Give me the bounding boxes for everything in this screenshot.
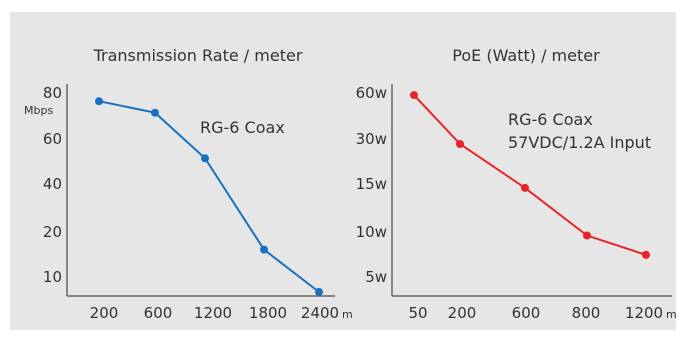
x-tick-label: 50: [408, 304, 427, 322]
x-tick-label: 2400: [301, 304, 339, 322]
data-point: [151, 108, 159, 117]
data-point: [410, 91, 418, 100]
annotation: RG-6 Coax: [200, 118, 285, 137]
data-point: [583, 231, 591, 240]
series-marks: [95, 97, 323, 296]
chart-background: [10, 12, 676, 330]
data-point: [260, 245, 268, 254]
y-tick-label: 15w: [356, 175, 387, 193]
data-point: [201, 154, 209, 163]
data-point: [95, 97, 103, 106]
y-tick-label: 60: [43, 130, 62, 148]
annotation: 57VDC/1.2A Input: [508, 133, 651, 152]
x-tick-label: 200: [90, 304, 119, 322]
x-tick-label: 600: [512, 304, 541, 322]
y-tick-label: 20: [43, 223, 62, 241]
chart-title: Transmission Rate / meter: [93, 46, 303, 65]
y-axis-unit: Mbps: [24, 104, 53, 117]
y-tick-label: 80: [43, 84, 62, 102]
x-tick-label: 1800: [249, 304, 287, 322]
y-tick-label: 30w: [356, 130, 387, 148]
chart-title: PoE (Watt) / meter: [452, 46, 600, 65]
x-tick-label: 1200: [625, 304, 663, 322]
data-point: [456, 140, 464, 148]
x-tick-label: 1200: [194, 304, 232, 322]
x-axis-unit: m: [342, 308, 353, 321]
y-tick-label: 40: [43, 175, 62, 193]
data-point: [521, 183, 529, 192]
x-tick-label: 800: [572, 304, 601, 322]
data-point: [642, 250, 650, 259]
y-tick-label: 5w: [365, 268, 387, 286]
annotation: RG-6 Coax: [508, 110, 593, 129]
y-tick-label: 60w: [356, 84, 387, 102]
x-tick-label: 200: [448, 304, 477, 322]
data-point: [315, 288, 323, 296]
chart-poe-watt: PoE (Watt) / meter 60w 30w 15w 10w 5w 50…: [356, 46, 677, 322]
y-tick-label: 10w: [356, 223, 387, 241]
x-axis-unit: m: [666, 308, 677, 321]
x-tick-label: 600: [144, 304, 173, 322]
y-tick-label: 10: [43, 268, 62, 286]
chart-transmission-rate: Transmission Rate / meter 80 Mbps 60 40 …: [24, 46, 353, 322]
series-marks: [410, 91, 650, 259]
